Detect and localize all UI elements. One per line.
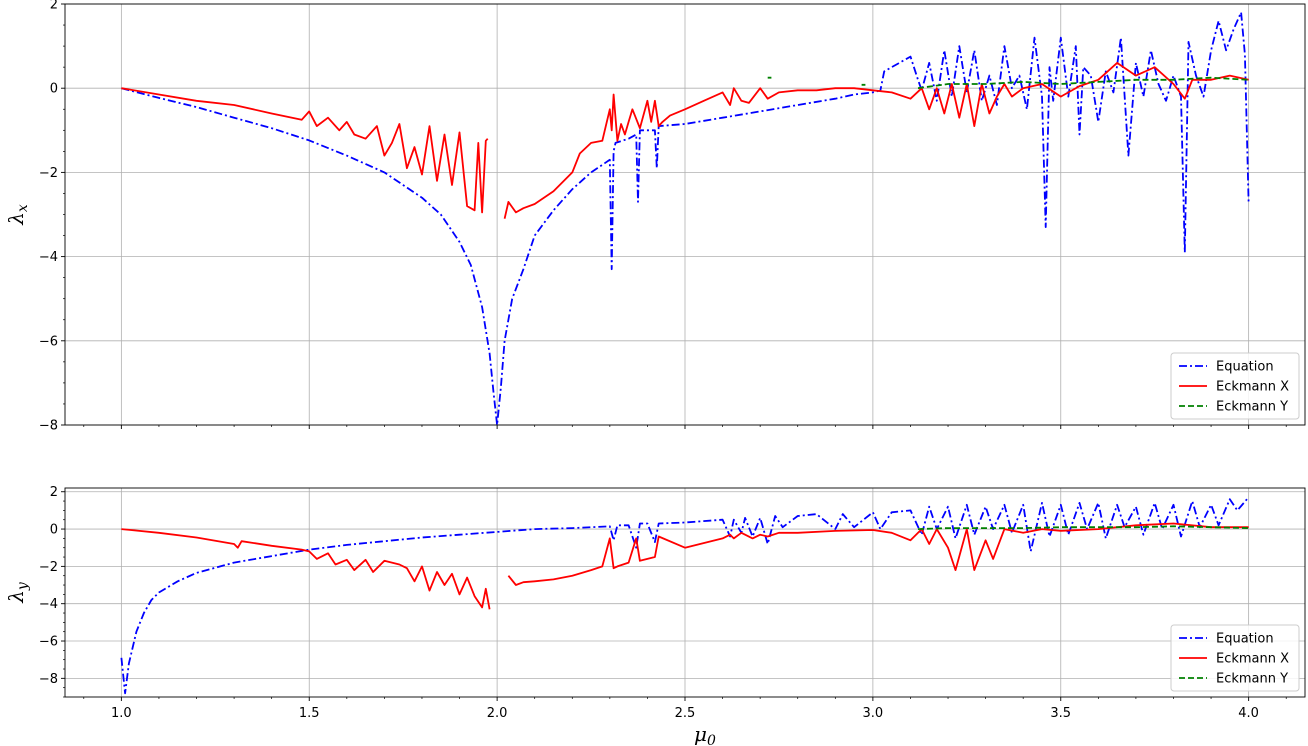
y-tick-label: −4 xyxy=(39,250,58,265)
legend-label: Eckmann Y xyxy=(1216,400,1288,415)
legend-box xyxy=(1170,624,1300,692)
series-line-equation xyxy=(121,11,1250,425)
legend: Equation Eckmann X Eckmann Y xyxy=(1170,624,1300,692)
series-line-eckmann-x xyxy=(121,62,1249,219)
y-tick-label: −6 xyxy=(39,334,58,349)
y-axis-label-sub: y xyxy=(15,581,31,591)
y-tick-label: −8 xyxy=(39,419,58,434)
y-tick-label: −2 xyxy=(39,166,58,181)
y-tick-label: 2 xyxy=(50,0,58,13)
panel-top: −8 −6 −4 −2 0 2 λx Equation Eckmann X Eckmann Y xyxy=(4,0,1306,434)
legend-label: Equation xyxy=(1216,360,1274,375)
legend-box xyxy=(1170,352,1300,420)
x-axis-label-sub: 0 xyxy=(707,733,716,746)
y-tick-label: 0 xyxy=(50,523,58,538)
x-tick-label: 1.5 xyxy=(299,706,320,721)
y-tick-label: −8 xyxy=(39,672,58,687)
y-axis-label-main: λ xyxy=(4,590,28,604)
y-tick-label: 2 xyxy=(50,485,58,500)
legend-label: Eckmann X xyxy=(1216,652,1289,667)
plot-area xyxy=(121,11,1250,425)
series-line-equation xyxy=(120,496,1250,695)
x-tick-label: 3.5 xyxy=(1050,706,1071,721)
plot-area xyxy=(120,496,1250,695)
y-tick-label: 0 xyxy=(50,82,58,97)
legend: Equation Eckmann X Eckmann Y xyxy=(1170,352,1300,420)
y-tick-label: −4 xyxy=(39,597,58,612)
x-tick-label: 2.5 xyxy=(675,706,696,721)
y-tick-label: −6 xyxy=(39,635,58,650)
x-axis-label: μ0 xyxy=(694,722,716,746)
x-tick-label: 1.0 xyxy=(111,706,132,721)
x-tick-label: 2.0 xyxy=(487,706,508,721)
series-line-eckmann-y xyxy=(767,76,1249,90)
series-line-eckmann-y xyxy=(917,525,1249,530)
x-axis-label-main: μ xyxy=(694,722,707,746)
legend-label: Eckmann X xyxy=(1216,380,1289,395)
y-axis-label-main: λ xyxy=(4,212,28,226)
y-tick-label: −2 xyxy=(39,560,58,575)
x-tick-label: 4.0 xyxy=(1238,706,1259,721)
legend-label: Equation xyxy=(1216,632,1274,647)
panel-bottom: 1.0 1.5 2.0 2.5 3.0 3.5 4.0−8−6−4−202λyμ0Equat… xyxy=(4,485,1306,746)
y-axis-label: λx xyxy=(4,204,31,226)
series-line-eckmann-x xyxy=(121,522,1249,610)
y-axis-label: λy xyxy=(4,581,31,604)
legend-label: Eckmann Y xyxy=(1216,672,1288,687)
y-axis-label-sub: x xyxy=(15,204,31,212)
x-tick-label: 3.0 xyxy=(863,706,884,721)
